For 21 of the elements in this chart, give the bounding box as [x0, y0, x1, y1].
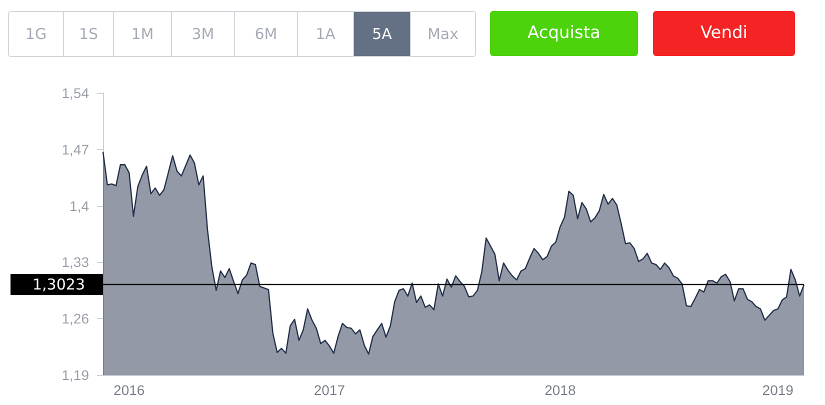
- text: Acquista: [490, 11, 638, 56]
- x-tick-label: 2016: [114, 382, 145, 398]
- y-tick-label: 1,19: [62, 367, 90, 383]
- y-tick-label: 1,4: [70, 198, 90, 214]
- text: Vendi: [653, 11, 795, 56]
- text: 1S: [64, 12, 114, 56]
- text: 6M: [235, 12, 298, 56]
- text: Max: [426, 24, 460, 45]
- x-tick-label: 2018: [544, 382, 576, 398]
- y-tick-label: 1,26: [62, 310, 90, 327]
- text: 5A: [354, 12, 411, 56]
- text: 3M: [172, 12, 235, 56]
- text: 1G: [9, 12, 64, 56]
- ref-line-label: 1,3023: [32, 276, 85, 294]
- y-tick-label: 1,54: [62, 85, 90, 101]
- y-tick-label: 1,33: [62, 254, 90, 270]
- text: 1M: [114, 12, 172, 56]
- x-tick-label: 2019: [762, 382, 794, 398]
- y-tick-label: 1,47: [62, 141, 90, 158]
- x-tick-label: 2017: [314, 382, 346, 398]
- text: 1A: [298, 12, 354, 56]
